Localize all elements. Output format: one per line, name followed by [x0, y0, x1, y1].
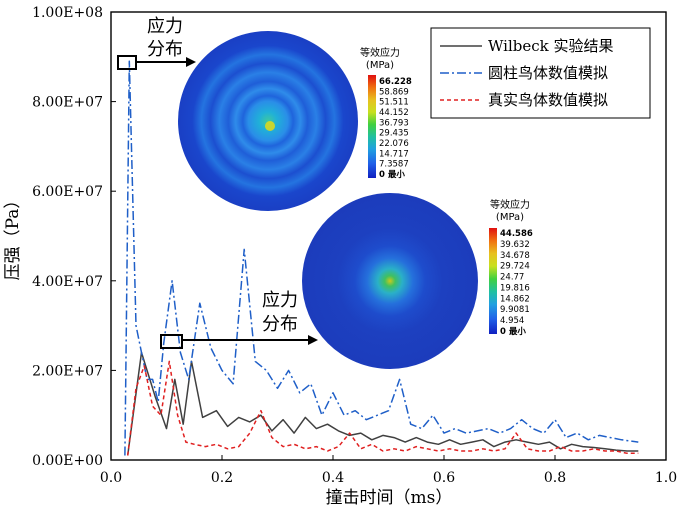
colorbar-1-level: 66.228: [379, 77, 412, 87]
colorbar-2-level: 24.77: [500, 273, 524, 283]
x-tick-label: 0.4: [322, 470, 344, 486]
colorbar-2: [489, 228, 497, 334]
y-axis-label: 压强（Pa）: [3, 192, 23, 281]
y-tick-label: 8.00E+07: [32, 95, 103, 111]
colorbar-1-level: 0 最小: [379, 169, 405, 180]
series-line-1: [126, 351, 639, 456]
colorbar-2-level: 44.586: [500, 229, 533, 239]
colorbar-2-level: 4.954: [500, 316, 524, 326]
colorbar-1-level: 58.869: [379, 87, 409, 97]
annotation-1-box: [117, 55, 137, 70]
colorbar-1-level: 7.3587: [379, 160, 409, 170]
y-tick-label: 4.00E+07: [32, 274, 103, 290]
series-layer: [124, 60, 639, 456]
annotation-1: 应力 分布: [117, 16, 196, 70]
series-line-3: [126, 360, 639, 456]
stress-inset-1: 等效应力 (MPa) 66.22858.86951.51144.15236.79…: [178, 31, 412, 211]
colorbar-2-level: 34.678: [500, 251, 530, 261]
colorbar-2-labels: 44.58639.63234.67829.72424.7719.81614.86…: [500, 229, 533, 337]
plot-frame: [110, 11, 667, 461]
colorbar-1-level: 44.152: [379, 108, 409, 118]
colorbar-2-level: 0 最小: [500, 326, 526, 337]
x-tick-label: 1.0: [655, 470, 677, 486]
legend-label-2: 圆柱鸟体数值模拟: [488, 64, 608, 82]
colorbar-1-level: 51.511: [379, 98, 409, 108]
annotation-2-line2: 分布: [262, 314, 298, 335]
series-line-2: [124, 60, 639, 456]
colorbar-2-title-line1: 等效应力: [490, 198, 530, 211]
colorbar-1-title-line2: (MPa): [366, 60, 394, 71]
y-tick-label: 6.00E+07: [32, 184, 103, 200]
x-tick-label: 0.8: [544, 470, 566, 486]
annotation-2-box: [160, 334, 183, 349]
annotation-1-line1: 应力: [147, 16, 183, 37]
stress-disk-2: [302, 193, 478, 369]
annotation-1-line2: 分布: [147, 39, 183, 60]
colorbar-1-labels: 66.22858.86951.51144.15236.79329.43522.0…: [379, 77, 412, 180]
stress-disk-1: [178, 31, 358, 211]
legend-label-1: Wilbeck 实验结果: [488, 37, 614, 55]
stress-hotspot-1: [265, 121, 275, 131]
colorbar-2-level: 19.816: [500, 283, 530, 293]
colorbar-1: [368, 75, 376, 178]
colorbar-2-level: 29.724: [500, 262, 530, 272]
legend-box: [430, 27, 651, 119]
annotation-1-arrowhead: [186, 57, 196, 67]
y-axis-ticks: 0.00E+00 2.00E+07 4.00E+07 6.00E+07 8.00E+07…: [32, 5, 116, 469]
y-tick-label: 2.00E+07: [32, 363, 103, 379]
x-axis-ticks: 0.0 0.2 0.4 0.6 0.8 1.0: [100, 455, 677, 486]
annotation-2-arrowhead: [308, 335, 318, 345]
y-tick-label: 0.00E+00: [32, 453, 103, 469]
colorbar-1-title-line1: 等效应力: [360, 46, 400, 59]
x-tick-label: 0.2: [211, 470, 233, 486]
colorbar-2-title-line2: (MPa): [496, 212, 524, 223]
stress-inset-2: 等效应力 (MPa) 44.58639.63234.67829.72424.77…: [302, 193, 533, 369]
annotation-2: 应力 分布: [160, 290, 318, 349]
legend-label-3: 真实鸟体数值模拟: [488, 91, 608, 109]
colorbar-2-level: 14.862: [500, 294, 530, 304]
colorbar-1-level: 14.717: [379, 149, 409, 159]
y-tick-label: 1.00E+08: [32, 5, 103, 21]
annotation-2-line1: 应力: [262, 290, 298, 311]
colorbar-2-level: 9.9081: [500, 305, 530, 315]
colorbar-2-level: 39.632: [500, 240, 530, 250]
colorbar-1-level: 22.076: [379, 139, 409, 149]
colorbar-1-level: 36.793: [379, 118, 409, 128]
x-tick-label: 0.6: [433, 470, 455, 486]
x-tick-label: 0.0: [100, 470, 122, 486]
colorbar-1-level: 29.435: [379, 129, 409, 139]
x-axis-label: 撞击时间（ms）: [326, 488, 453, 508]
